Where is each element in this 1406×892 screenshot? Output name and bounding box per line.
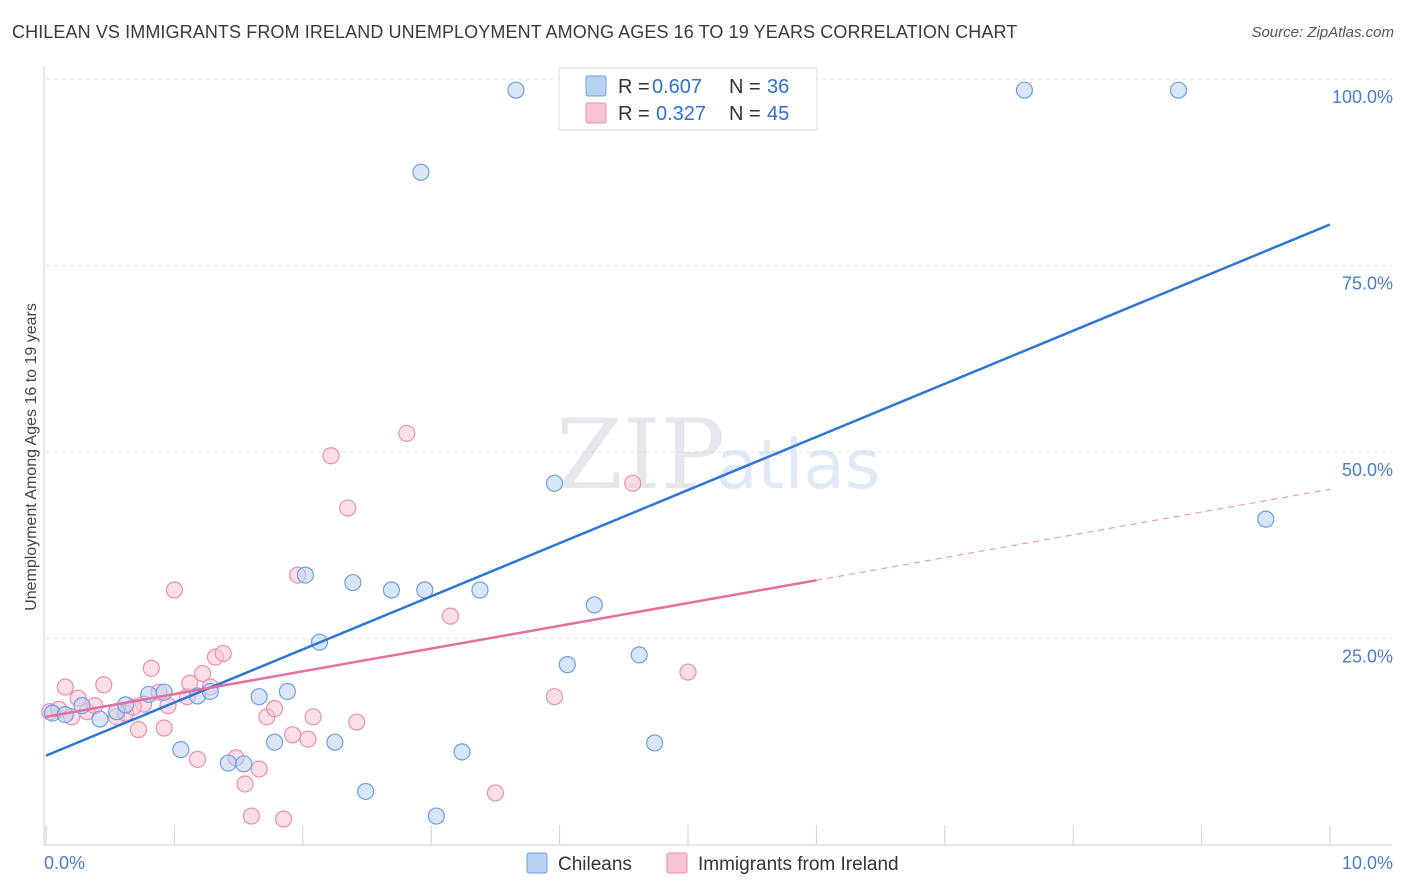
legend-box: R = 0.607 N = 36 R = 0.327 N = 45 [558, 67, 818, 131]
ireland-point-36 [348, 713, 366, 731]
y-tick-label-3: 25.0% [1342, 647, 1393, 667]
y-tick-label-2: 50.0% [1342, 460, 1393, 480]
ireland-point-37 [398, 424, 416, 442]
ireland-point-13 [155, 719, 173, 737]
chileans-point-28 [545, 474, 564, 492]
ireland-point-15 [165, 581, 183, 599]
ireland-point-28 [265, 700, 284, 718]
y-tick-label-0: 100.0% [1332, 87, 1393, 107]
chart-title: CHILEAN VS IMMIGRANTS FROM IRELAND UNEMP… [12, 22, 1018, 42]
ireland-point-41 [624, 474, 642, 492]
watermark-atlas: atlas [716, 426, 880, 505]
ireland-point-18 [188, 750, 207, 768]
ireland-point-34 [322, 447, 340, 465]
chileans-point-18 [326, 733, 344, 751]
gridlines [46, 78, 1392, 639]
legend-n-value-2: 45 [767, 103, 789, 125]
bottom-legend: Chileans Immigrants from Ireland [526, 852, 899, 875]
ireland-point-35 [339, 499, 357, 517]
legend-r-label-2: R = [618, 103, 650, 125]
ireland-point-9 [129, 720, 148, 739]
ireland-point-30 [283, 726, 302, 744]
chileans-point-8 [172, 741, 190, 759]
ireland-point-19 [194, 664, 212, 683]
chileans-point-31 [630, 646, 648, 664]
x-tick-labels: 0.0% 10.0% [44, 853, 1393, 873]
chileans-point-32 [646, 734, 664, 752]
trend-line-ireland [45, 579, 817, 719]
legend-r-label-1: R = [618, 76, 650, 98]
chileans-point-13 [250, 688, 268, 706]
legend-n-label-2: N = [729, 103, 761, 125]
chileans-point-35 [1257, 510, 1275, 528]
ireland-point-40 [545, 688, 564, 706]
source-label: Source: ZipAtlas.com [1251, 24, 1394, 41]
ireland-point-11 [142, 659, 160, 677]
legend-swatch-chileans [585, 75, 607, 97]
bottom-legend-label-ireland: Immigrants from Ireland [698, 854, 899, 875]
chileans-point-34 [1169, 81, 1188, 99]
chileans-point-19 [344, 573, 362, 592]
ireland-point-26 [250, 760, 268, 778]
chileans-point-22 [412, 163, 430, 181]
y-tick-label-1: 75.0% [1342, 274, 1393, 294]
bottom-legend-label-chileans: Chileans [558, 854, 632, 875]
axes [43, 66, 1392, 846]
ireland-point-42 [679, 663, 697, 681]
ireland-point-38 [441, 607, 460, 625]
chileans-point-11 [219, 754, 237, 772]
ireland-point-39 [486, 784, 504, 802]
legend-n-value-1: 36 [767, 76, 789, 98]
y-axis-label: Unemployment Among Ages 16 to 19 years [23, 303, 40, 611]
ireland-point-24 [236, 775, 254, 793]
ireland-point-6 [95, 676, 113, 694]
trend-line-ireland-extension [816, 488, 1331, 581]
chileans-point-25 [453, 743, 471, 761]
legend-swatch-ireland [585, 102, 607, 124]
legend-n-label-1: N = [729, 76, 761, 98]
ireland-point-29 [274, 810, 293, 828]
watermark: ZIP atlas [556, 399, 880, 511]
legend-r-value-2: 0.327 [656, 103, 706, 125]
chileans-point-3 [91, 710, 109, 728]
trend-line-chileans [45, 223, 1331, 757]
ireland-point-25 [242, 807, 261, 825]
chileans-point-24 [427, 807, 445, 825]
chileans-point-14 [265, 733, 284, 751]
y-tick-labels: 100.0% 75.0% 50.0% 25.0% [1332, 87, 1393, 667]
ireland-point-22 [214, 644, 232, 663]
chileans-point-29 [558, 656, 576, 674]
chileans-point-33 [1015, 81, 1034, 99]
chileans-point-16 [296, 566, 314, 584]
chileans-point-15 [278, 682, 296, 701]
trend-lines [45, 223, 1331, 757]
chileans-point-12 [235, 755, 253, 773]
ireland-point-33 [304, 708, 322, 726]
chileans-point-21 [382, 581, 400, 599]
chileans-point-20 [357, 782, 375, 801]
series-ireland-points [41, 424, 697, 828]
ireland-point-32 [299, 730, 317, 748]
bottom-legend-swatch-chileans [526, 852, 548, 874]
chileans-point-26 [471, 581, 489, 599]
ireland-point-2 [56, 678, 74, 696]
chileans-point-30 [585, 596, 603, 614]
x-tick-label-min: 0.0% [44, 853, 85, 873]
x-tick-label-max: 10.0% [1342, 853, 1393, 873]
legend-r-value-1: 0.607 [652, 76, 702, 98]
watermark-zip: ZIP [556, 399, 725, 511]
bottom-legend-swatch-ireland [666, 852, 688, 874]
chileans-point-27 [507, 81, 525, 99]
